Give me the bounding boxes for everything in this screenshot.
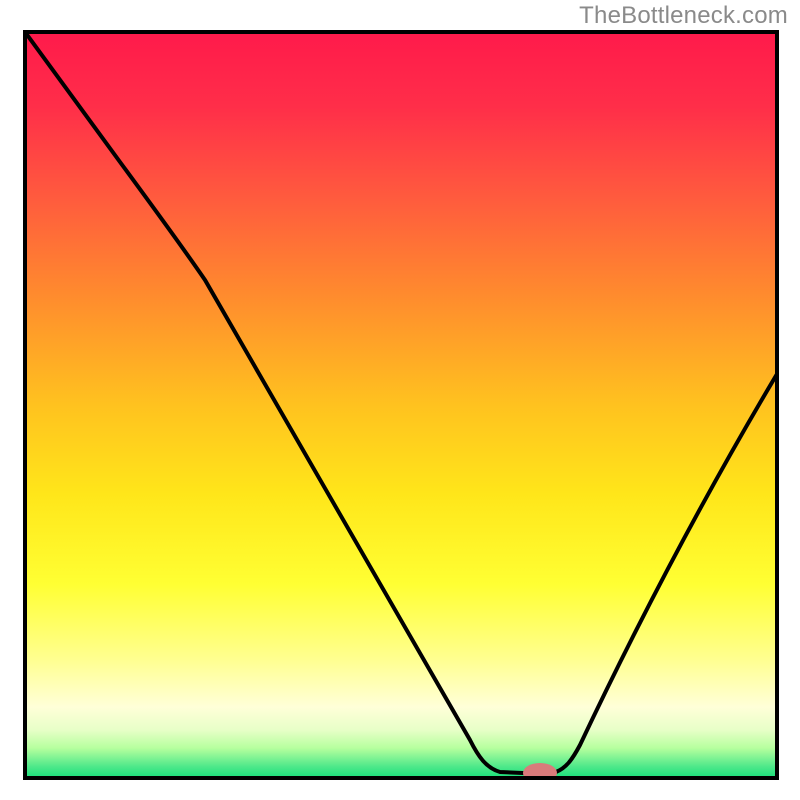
bottleneck-chart: [0, 0, 800, 800]
watermark-text: TheBottleneck.com: [579, 2, 788, 30]
gradient-background: [25, 32, 777, 778]
